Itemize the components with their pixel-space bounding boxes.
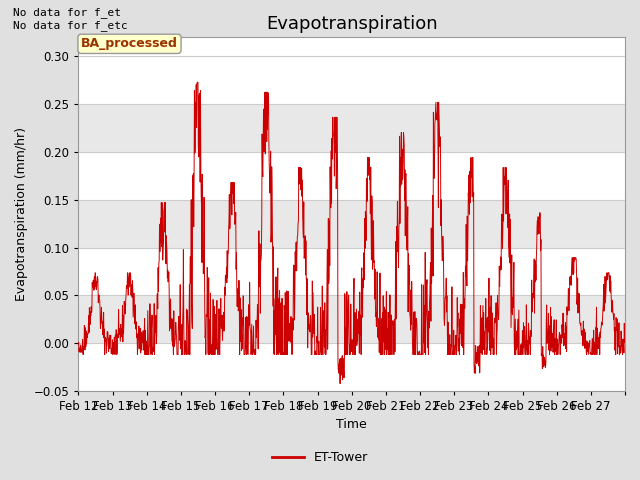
Text: No data for f_et
No data for f_etc: No data for f_et No data for f_etc [13,7,127,31]
Bar [78,200,625,248]
Y-axis label: Evapotranspiration (mm/hr): Evapotranspiration (mm/hr) [15,127,28,301]
Text: BA_processed: BA_processed [81,37,178,50]
X-axis label: Time: Time [336,419,367,432]
Legend: ET-Tower: ET-Tower [268,446,372,469]
Bar [78,295,625,343]
Bar [78,104,625,152]
Title: Evapotranspiration: Evapotranspiration [266,15,438,33]
